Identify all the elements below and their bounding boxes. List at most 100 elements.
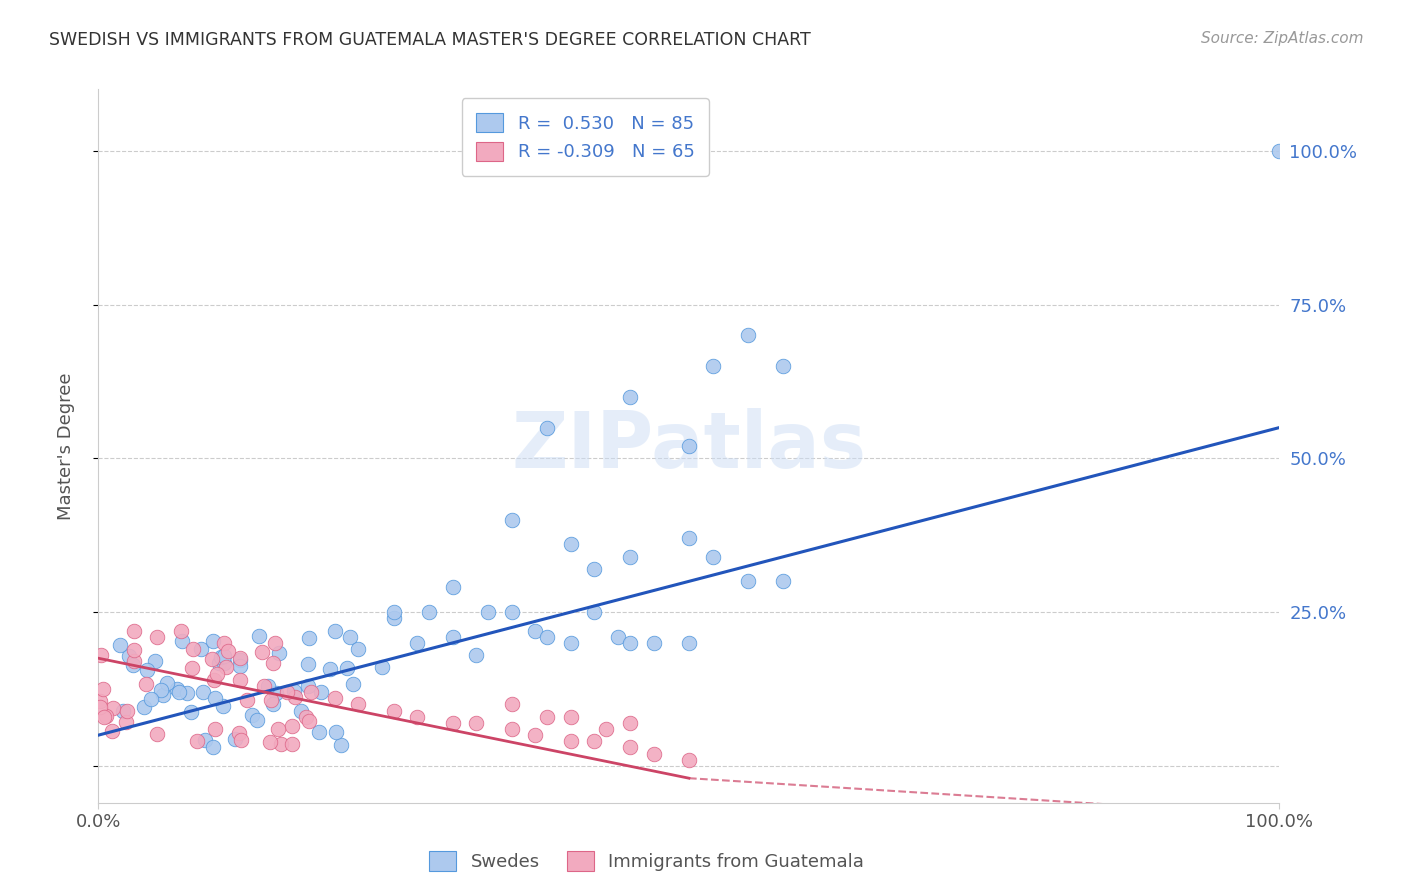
Point xyxy=(772,359,794,373)
Point xyxy=(93,710,115,724)
Point xyxy=(235,693,257,707)
Point xyxy=(339,630,361,644)
Point xyxy=(678,531,700,545)
Point xyxy=(240,708,263,723)
Point xyxy=(228,725,250,739)
Point xyxy=(229,651,252,665)
Point xyxy=(536,630,558,644)
Point xyxy=(298,714,321,728)
Point xyxy=(146,630,169,644)
Point xyxy=(560,709,582,723)
Point xyxy=(465,715,488,730)
Point xyxy=(212,636,235,650)
Point xyxy=(737,328,759,343)
Point xyxy=(259,735,281,749)
Point xyxy=(276,685,298,699)
Point xyxy=(772,574,794,589)
Point xyxy=(115,704,138,718)
Point xyxy=(299,685,322,699)
Point xyxy=(270,737,292,751)
Point xyxy=(619,740,641,755)
Point xyxy=(194,732,217,747)
Point xyxy=(678,753,700,767)
Point xyxy=(264,686,287,700)
Point xyxy=(678,636,700,650)
Point xyxy=(201,652,224,666)
Point xyxy=(619,390,641,404)
Point xyxy=(262,697,284,711)
Text: ZIPatlas: ZIPatlas xyxy=(512,408,866,484)
Point xyxy=(330,738,353,752)
Point xyxy=(737,574,759,589)
Point xyxy=(143,654,166,668)
Point xyxy=(560,537,582,551)
Point xyxy=(501,605,523,619)
Point xyxy=(181,661,204,675)
Point xyxy=(382,605,405,619)
Point xyxy=(166,681,188,696)
Point xyxy=(146,727,169,741)
Point xyxy=(560,734,582,748)
Point xyxy=(202,740,225,755)
Point xyxy=(246,713,269,727)
Point xyxy=(190,642,212,657)
Point xyxy=(325,724,347,739)
Point xyxy=(1268,144,1291,158)
Point xyxy=(186,734,208,748)
Point xyxy=(214,649,236,664)
Point xyxy=(134,700,156,714)
Point xyxy=(170,624,193,638)
Point xyxy=(152,688,174,702)
Point xyxy=(501,698,523,712)
Point xyxy=(204,722,226,736)
Point xyxy=(441,581,464,595)
Point xyxy=(371,660,394,674)
Point xyxy=(205,666,228,681)
Point xyxy=(135,677,157,691)
Point xyxy=(501,722,523,736)
Point xyxy=(247,629,270,643)
Point xyxy=(180,706,202,720)
Point xyxy=(94,709,117,723)
Point xyxy=(347,642,370,657)
Point xyxy=(619,715,641,730)
Point xyxy=(170,634,193,648)
Point xyxy=(202,673,225,687)
Point xyxy=(595,722,617,736)
Point xyxy=(280,718,302,732)
Text: Source: ZipAtlas.com: Source: ZipAtlas.com xyxy=(1201,31,1364,46)
Point xyxy=(524,728,547,742)
Point xyxy=(382,611,405,625)
Point xyxy=(263,636,285,650)
Point xyxy=(323,624,346,638)
Point xyxy=(283,683,305,698)
Point xyxy=(212,657,235,671)
Point xyxy=(262,657,284,671)
Point xyxy=(256,679,278,693)
Point xyxy=(89,694,111,708)
Point xyxy=(267,722,290,736)
Point xyxy=(90,648,112,663)
Point xyxy=(209,649,232,664)
Point xyxy=(643,747,665,761)
Point xyxy=(536,420,558,434)
Point xyxy=(501,513,523,527)
Point xyxy=(308,725,330,739)
Point xyxy=(406,709,429,723)
Legend: Swedes, Immigrants from Guatemala: Swedes, Immigrants from Guatemala xyxy=(422,844,872,879)
Point xyxy=(643,636,665,650)
Point xyxy=(229,673,252,687)
Point xyxy=(619,549,641,564)
Point xyxy=(217,644,239,658)
Point xyxy=(309,685,332,699)
Point xyxy=(297,679,319,693)
Point xyxy=(101,701,124,715)
Point xyxy=(560,636,582,650)
Point xyxy=(678,439,700,453)
Point xyxy=(110,638,132,652)
Point xyxy=(298,631,321,645)
Point xyxy=(297,657,319,671)
Point xyxy=(619,636,641,650)
Y-axis label: Master's Degree: Master's Degree xyxy=(56,372,75,520)
Point xyxy=(135,664,157,678)
